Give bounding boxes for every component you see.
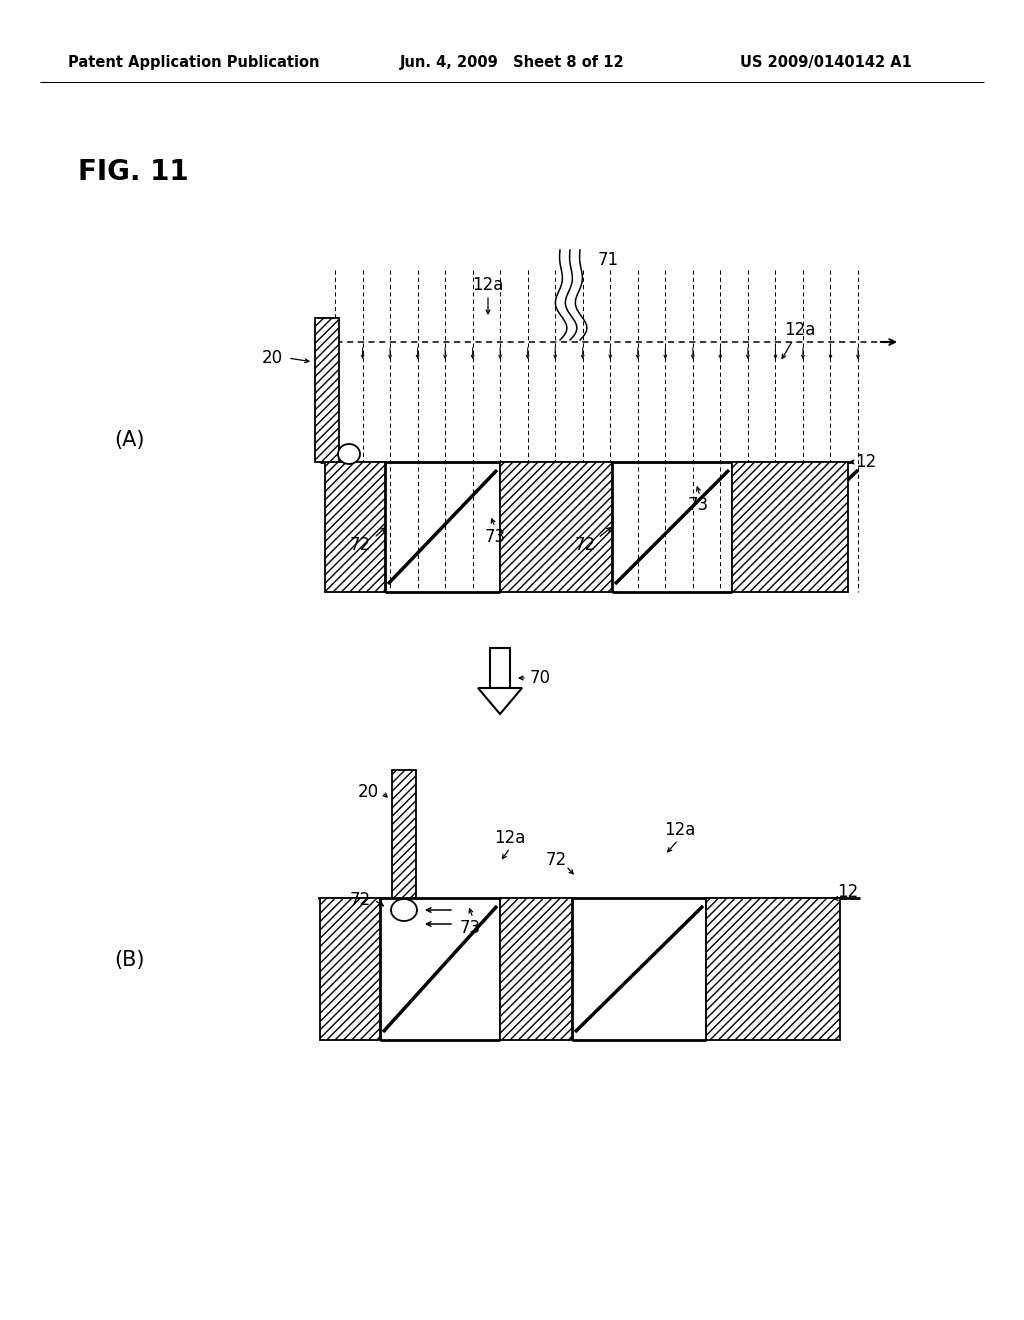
Text: (A): (A) [115, 430, 145, 450]
Text: 72: 72 [349, 536, 371, 554]
Text: 20: 20 [261, 348, 283, 367]
Text: 72: 72 [546, 851, 566, 869]
Polygon shape [478, 688, 522, 714]
Text: 12a: 12a [665, 821, 695, 840]
Bar [500, 462, 612, 591]
Text: Patent Application Publication: Patent Application Publication [68, 54, 319, 70]
Text: 73: 73 [687, 496, 709, 513]
Text: 12a: 12a [472, 276, 504, 294]
Text: 72: 72 [574, 536, 596, 554]
Ellipse shape [391, 899, 417, 921]
Text: (B): (B) [115, 950, 145, 970]
Text: 12: 12 [855, 453, 877, 471]
Bar [319, 898, 380, 1040]
Text: 70: 70 [529, 669, 551, 686]
Text: 12a: 12a [784, 321, 816, 339]
Ellipse shape [338, 444, 360, 465]
Bar [500, 898, 572, 1040]
Text: 12: 12 [838, 883, 859, 902]
Bar [732, 462, 848, 591]
Bar [325, 462, 385, 591]
Text: 12a: 12a [495, 829, 525, 847]
Bar [392, 770, 416, 898]
Text: US 2009/0140142 A1: US 2009/0140142 A1 [740, 54, 912, 70]
Bar [490, 648, 510, 688]
Text: Jun. 4, 2009   Sheet 8 of 12: Jun. 4, 2009 Sheet 8 of 12 [400, 54, 625, 70]
Text: FIG. 11: FIG. 11 [78, 158, 188, 186]
Text: 73: 73 [484, 528, 506, 546]
Text: 71: 71 [597, 251, 618, 269]
Text: 72: 72 [349, 891, 371, 909]
Text: 20: 20 [357, 783, 379, 801]
Bar [315, 318, 339, 462]
Text: 73: 73 [460, 919, 480, 937]
Bar [706, 898, 840, 1040]
